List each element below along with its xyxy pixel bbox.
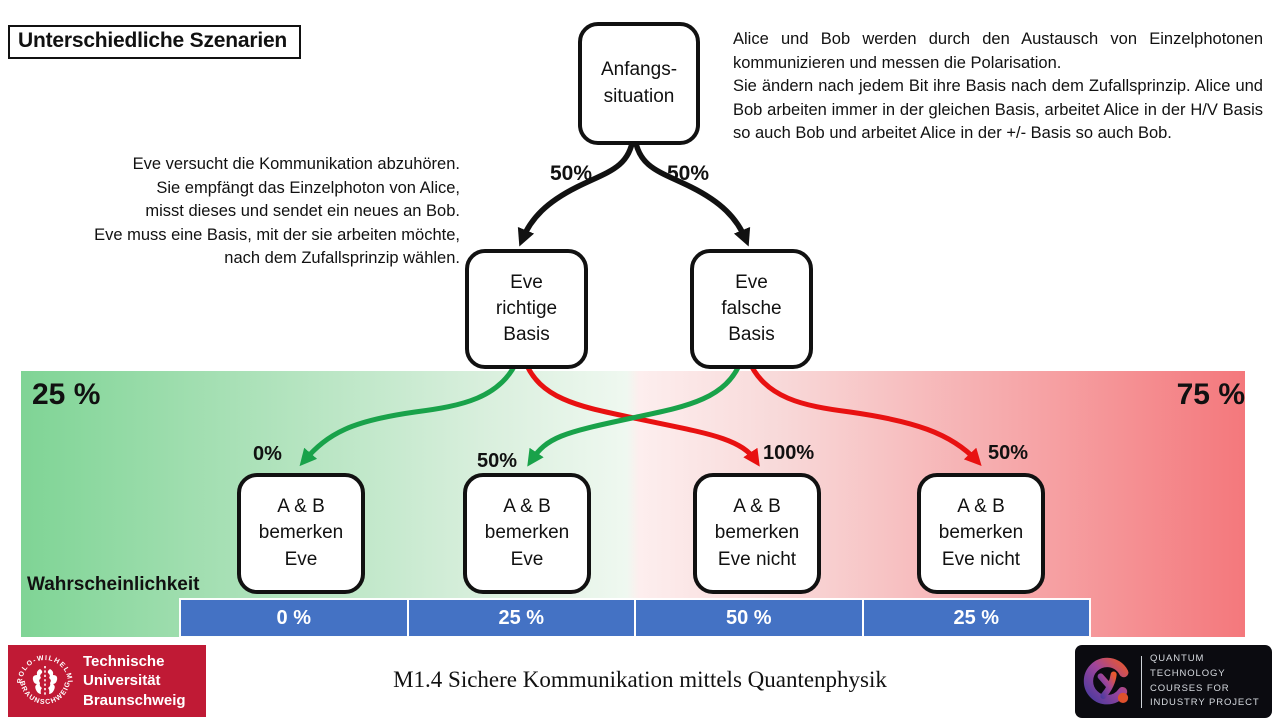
qtc-divider [1141,655,1142,708]
node-outcome-not-noticed-1: A & B bemerken Eve nicht [693,473,821,594]
tu-name-text: Technische Universität Braunschweig [83,652,186,709]
probability-axis-label: Wahrscheinlichkeit [27,574,200,595]
slide-title: Unterschiedliche Szenarien [8,25,302,59]
probability-bar: 0 % 25 % 50 % 25 % [179,598,1091,638]
outcome-prob-0: 0% [253,443,282,465]
qtc-name-text: QUANTUM TECHNOLOGY COURSES FOR INDUSTRY … [1150,653,1260,709]
edge-root-to-correct-basis [517,135,636,247]
branch-prob-left: 50% [550,162,593,185]
band-total-right: 75 % [1176,378,1245,411]
probability-segment: 50 % [634,600,862,636]
branch-prob-right: 50% [667,162,710,185]
node-initial-situation: Anfangs- situation [578,22,700,145]
node-outcome-noticed-2: A & B bemerken Eve [463,473,591,594]
node-eve-correct-basis: Eve richtige Basis [465,249,588,369]
probability-band [21,371,1245,637]
edge-root-to-wrong-basis [632,135,751,247]
node-outcome-noticed-1: A & B bemerken Eve [237,473,365,594]
outcome-prob-3: 50% [988,442,1029,464]
eve-explanation-text: Eve versucht die Kommunikation abzuhören… [94,155,460,268]
tu-seal-icon: CAROLO-WILHELMINA BRAUNSCHWEIG [13,649,72,706]
probability-segment: 0 % [181,600,407,636]
outcome-prob-1: 50% [477,450,518,472]
seal-lion-right [47,669,58,694]
tu-braunschweig-logo: CAROLO-WILHELMINA BRAUNSCHWEIG Technisch… [8,645,206,717]
qtc-q-icon [1083,657,1131,704]
probability-segment: 25 % [406,600,634,636]
band-total-left: 25 % [32,378,101,411]
node-eve-wrong-basis: Eve falsche Basis [690,249,813,369]
outcome-prob-2: 100% [763,442,815,464]
course-title: M1.4 Sichere Kommunikation mittels Quant… [393,667,887,692]
qtc-logo: QUANTUM TECHNOLOGY COURSES FOR INDUSTRY … [1075,645,1272,718]
alice-bob-explanation-text: Alice und Bob werden durch den Austausch… [733,30,1263,143]
node-outcome-not-noticed-2: A & B bemerken Eve nicht [917,473,1045,594]
seal-lion-left [32,669,43,694]
probability-segment: 25 % [861,600,1089,636]
